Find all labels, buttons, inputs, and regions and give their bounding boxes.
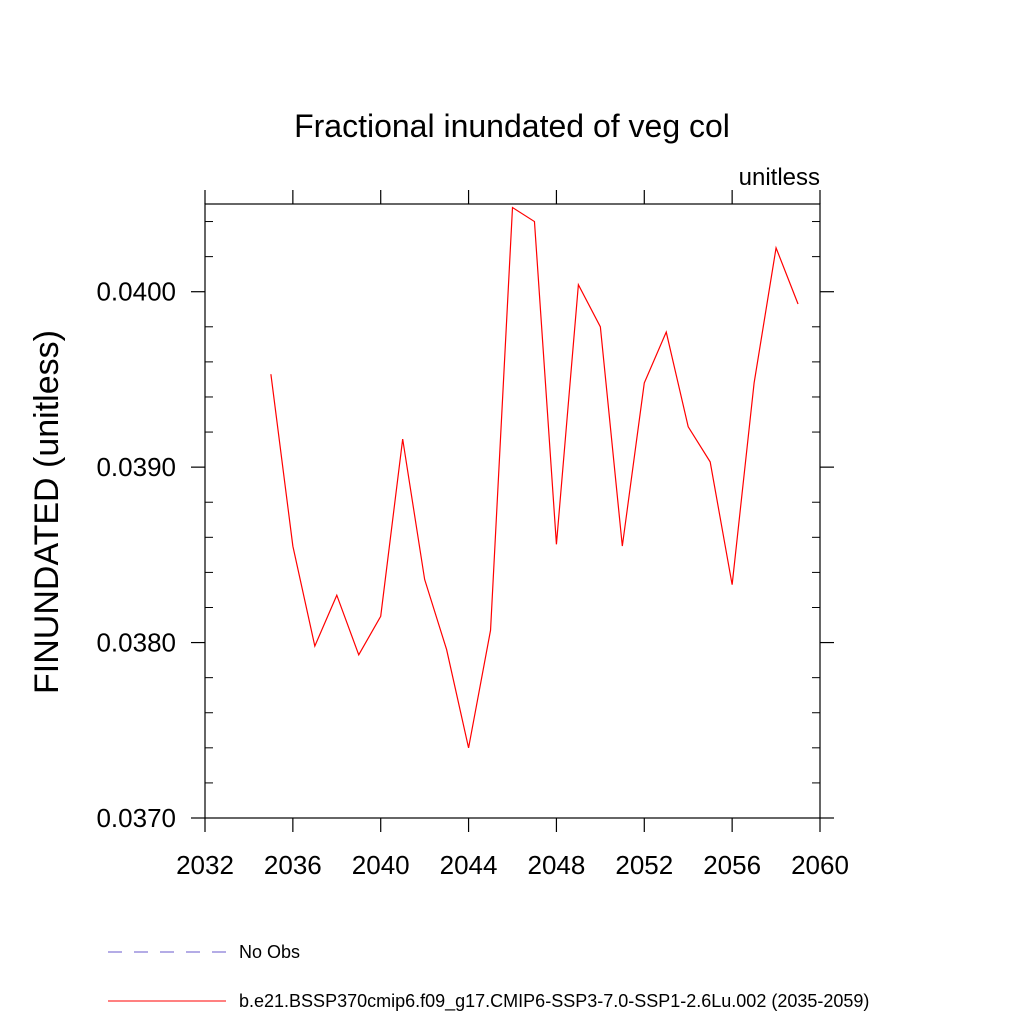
y-tick-label: 0.0390 [96,452,176,482]
y-tick-label: 0.0370 [96,803,176,833]
x-tick-label: 2052 [615,850,673,880]
chart-title: Fractional inundated of veg col [294,108,730,144]
x-tick-label: 2060 [791,850,849,880]
x-axis: 2032 2036 2040 2044 2048 2052 2056 2060 [176,190,849,880]
x-tick-label: 2040 [352,850,410,880]
y-axis: 0.0370 0.0380 0.0390 0.0400 [96,221,834,833]
y-tick-label: 0.0400 [96,277,176,307]
series-line [270,206,799,748]
plot-frame [204,203,821,819]
legend: No Obs b.e21.BSSP370cmip6.f09_g17.CMIP6-S… [108,942,869,1012]
x-tick-label: 2056 [703,850,761,880]
y-axis-label: FINUNDATED (unitless) [28,330,66,694]
legend-item: b.e21.BSSP370cmip6.f09_g17.CMIP6-SSP3-7.… [108,991,869,1012]
y-tick-label: 0.0380 [96,628,176,658]
legend-label: b.e21.BSSP370cmip6.f09_g17.CMIP6-SSP3-7.… [239,991,869,1012]
x-tick-label: 2032 [176,850,234,880]
x-tick-label: 2036 [264,850,322,880]
legend-label: No Obs [239,942,300,962]
x-tick-label: 2048 [528,850,586,880]
series-layer [270,206,799,748]
legend-item: No Obs [108,942,300,962]
x-tick-label: 2044 [440,850,498,880]
units-label: unitless [739,164,820,191]
